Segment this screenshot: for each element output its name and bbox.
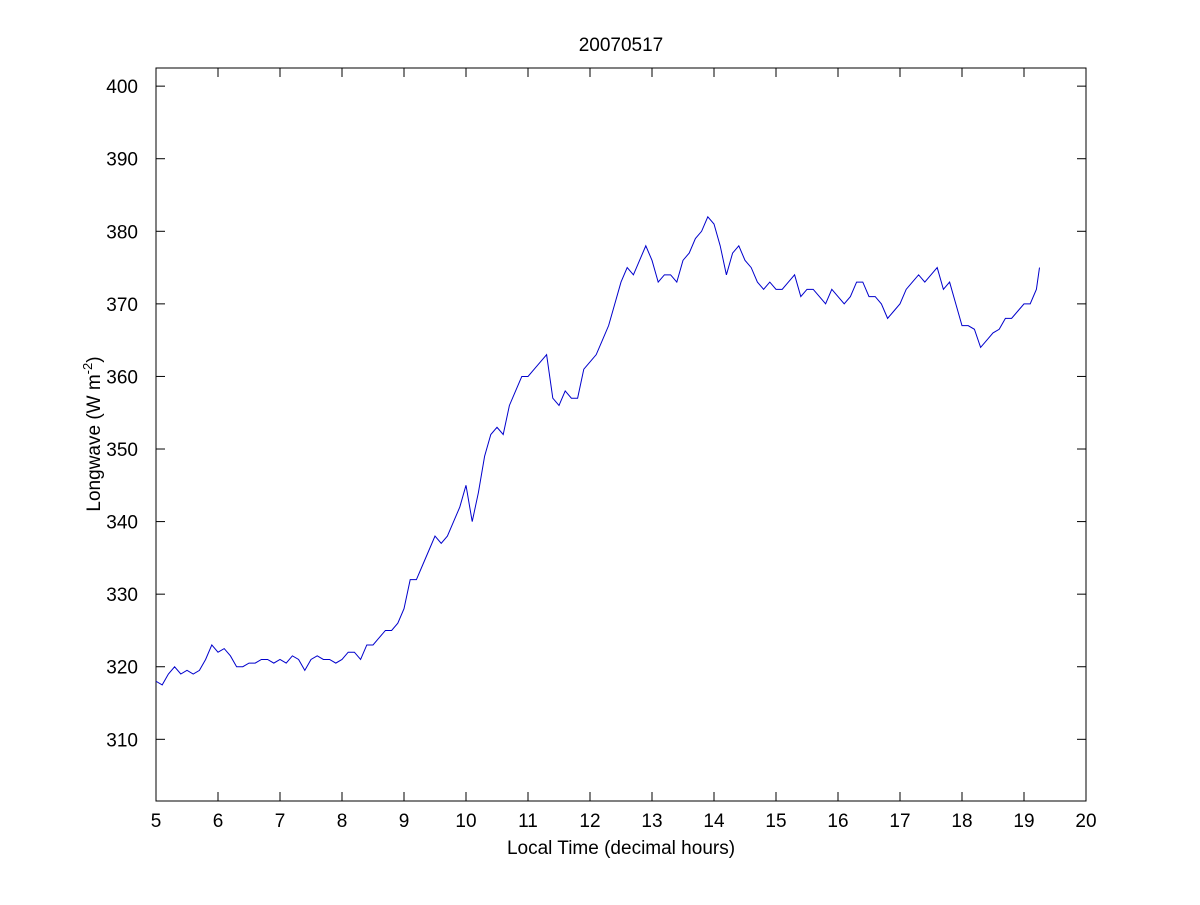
x-tick-label: 20 [1075,811,1096,832]
y-tick-label: 380 [106,222,138,243]
x-tick-label: 14 [703,811,725,832]
y-tick-label: 320 [106,658,138,679]
y-tick-label: 310 [106,730,138,751]
y-tick-label: 350 [106,440,138,461]
y-axis-label: Longwave (W m-2) [80,356,105,511]
x-tick-label: 19 [1013,811,1034,832]
x-tick-label: 5 [151,811,162,832]
x-tick-label: 12 [579,811,600,832]
x-tick-label: 6 [213,811,224,832]
y-tick-label: 340 [106,513,138,534]
x-tick-label: 16 [827,811,848,832]
plot-area [155,67,1087,802]
x-tick-label: 15 [765,811,786,832]
y-axis-label-sup: -2 [80,363,95,375]
y-tick-label: 390 [106,150,138,171]
y-tick-label: 400 [106,77,138,98]
y-tick-label: 360 [106,367,138,388]
y-tick-label: 370 [106,295,138,316]
data-line [155,215,1040,686]
chart-title: 20070517 [579,35,664,56]
y-axis-label-part: ) [84,356,105,362]
x-axis-label: Local Time (decimal hours) [507,838,735,859]
x-tick-label: 10 [455,811,476,832]
x-tick-label: 9 [399,811,410,832]
x-tick-label: 13 [641,811,662,832]
x-tick-label: 7 [275,811,286,832]
y-tick-label: 330 [106,585,138,606]
x-tick-label: 11 [518,811,538,832]
x-tick-label: 18 [951,811,972,832]
x-tick-label: 8 [337,811,348,832]
x-tick-label: 17 [889,811,910,832]
y-axis-label-part: Longwave (W m [84,374,105,511]
